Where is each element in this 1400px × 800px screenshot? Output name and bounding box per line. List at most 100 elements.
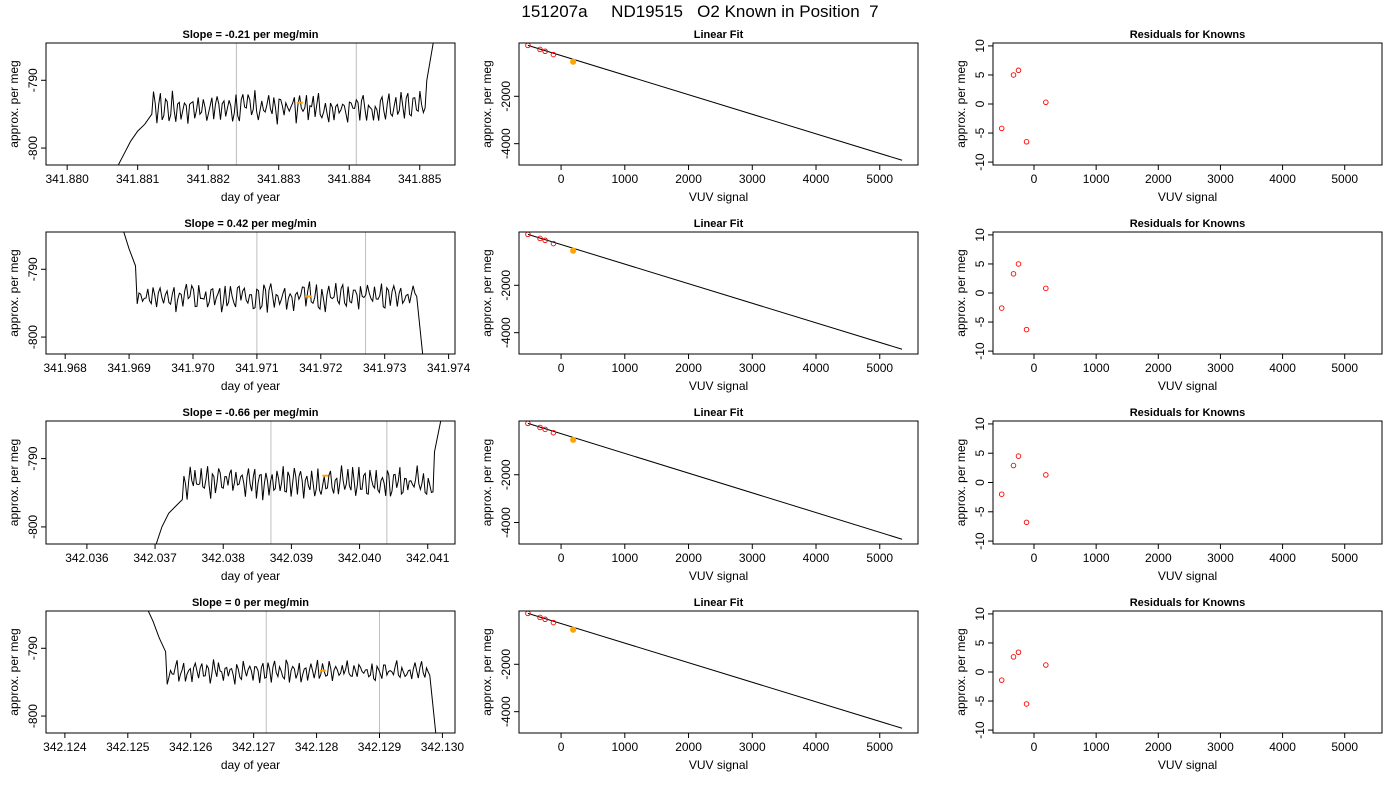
plot-frame: [45, 420, 456, 545]
x-tick-label: 0: [1031, 172, 1038, 186]
y-tick-label: 10: [973, 607, 987, 621]
signal-trace: [147, 611, 437, 733]
plot-frame: [992, 42, 1383, 166]
x-tick-label: 3000: [739, 172, 766, 186]
x-axis-label: VUV signal: [1158, 569, 1217, 583]
known-point: [542, 237, 548, 244]
x-axis-label: VUV signal: [1158, 190, 1217, 204]
plot-frame: [992, 231, 1383, 355]
x-tick-label: 341.885: [398, 172, 442, 186]
x-tick-label: 5000: [866, 172, 893, 186]
x-tick-label: 2000: [675, 551, 702, 565]
x-tick-label: 0: [558, 740, 565, 754]
y-tick-label: 5: [973, 639, 987, 646]
plot-frame: [45, 42, 456, 166]
known-point: [550, 51, 557, 58]
y-tick-label: -790: [26, 446, 40, 470]
x-tick-label: 5000: [866, 740, 893, 754]
plot-area: [525, 232, 903, 350]
residual-point: [1043, 99, 1049, 106]
y-axis-label: approx. per meg: [7, 439, 21, 526]
signal-trace: [117, 43, 434, 165]
y-tick-label: 0: [973, 100, 987, 107]
x-tick-label: 342.038: [202, 551, 246, 565]
residual-point: [1010, 72, 1017, 78]
plot-frame: [518, 420, 919, 545]
residual-point: [1015, 67, 1022, 74]
x-tick-label: 342.129: [358, 740, 402, 754]
panel-time-series-row-3: Slope = -0.66 per meg/min 342.036 342.037 3…: [7, 407, 456, 583]
plot-area: [123, 232, 424, 354]
plot-frame: [518, 610, 919, 734]
x-tick-label: 3000: [739, 361, 766, 375]
plot-frame: [45, 610, 456, 734]
x-axis-label: day of year: [221, 758, 280, 772]
known-point: [542, 48, 548, 55]
x-tick-label: 0: [558, 172, 565, 186]
y-tick-label: -10: [973, 532, 987, 550]
x-tick-label: 2000: [1145, 172, 1172, 186]
known-point: [550, 429, 557, 436]
x-tick-label: 342.127: [232, 740, 276, 754]
x-axis-label: VUV signal: [689, 569, 748, 583]
x-tick-label: 341.972: [299, 361, 343, 375]
residual-point: [1010, 462, 1017, 469]
signal-trace: [123, 232, 424, 354]
panel-title: Linear Fit: [694, 597, 744, 609]
panel-title: Slope = -0.66 per meg/min: [182, 407, 318, 419]
x-tick-label: 342.124: [43, 740, 87, 754]
fit-line: [527, 422, 903, 540]
x-tick-label: 4000: [803, 361, 830, 375]
x-axis-label: VUV signal: [689, 758, 748, 772]
y-tick-label: -4000: [499, 128, 513, 159]
x-tick-label: 2000: [1145, 361, 1172, 375]
x-tick-label: 4000: [1269, 172, 1296, 186]
x-tick-label: 0: [1031, 551, 1038, 565]
residual-point: [1015, 649, 1022, 655]
x-tick-label: 3000: [739, 740, 766, 754]
x-tick-label: 3000: [1207, 361, 1234, 375]
x-tick-label: 341.971: [235, 361, 279, 375]
x-tick-label: 0: [1031, 361, 1038, 375]
plot-area: [998, 261, 1049, 333]
y-tick-label: -2000: [499, 81, 513, 112]
x-tick-label: 2000: [675, 172, 702, 186]
x-tick-label: 341.882: [186, 172, 230, 186]
panel-title: Linear Fit: [694, 407, 744, 419]
x-tick-label: 1000: [1083, 740, 1110, 754]
x-tick-label: 341.884: [328, 172, 372, 186]
y-tick-label: -790: [26, 257, 40, 281]
x-tick-label: 1000: [1083, 551, 1110, 565]
panel-residuals-row-3: Residuals for Knowns 0 1000 2000 3000 4000 500…: [954, 407, 1383, 583]
panel-title: Slope = 0.42 per meg/min: [184, 218, 317, 230]
y-axis-label: approx. per meg: [480, 628, 494, 715]
x-tick-label: 1000: [611, 172, 638, 186]
x-axis-label: VUV signal: [689, 190, 748, 204]
y-tick-label: 0: [973, 479, 987, 486]
y-tick-label: 10: [973, 39, 987, 53]
x-tick-label: 342.037: [133, 551, 177, 565]
residual-point: [998, 491, 1005, 497]
residual-point: [1010, 271, 1017, 277]
x-axis-label: VUV signal: [1158, 758, 1217, 772]
x-tick-label: 4000: [803, 172, 830, 186]
x-axis-label: day of year: [221, 569, 280, 583]
panel-title: Slope = 0 per meg/min: [192, 597, 309, 609]
x-tick-label: 342.039: [270, 551, 314, 565]
panel-title: Residuals for Knowns: [1130, 29, 1246, 41]
y-tick-label: 0: [973, 668, 987, 675]
y-tick-label: -790: [26, 68, 40, 92]
y-tick-label: 10: [973, 417, 987, 431]
plot-area: [998, 649, 1049, 707]
x-tick-label: 341.974: [427, 361, 471, 375]
x-tick-label: 5000: [1331, 740, 1358, 754]
panel-residuals-row-4: Residuals for Knowns 0 1000 2000 3000 4000 500…: [954, 597, 1383, 772]
y-axis-label: approx. per meg: [480, 439, 494, 526]
known-point: [537, 235, 543, 242]
y-axis-label: approx. per meg: [954, 60, 968, 147]
x-tick-label: 3000: [739, 551, 766, 565]
y-tick-label: -5: [973, 127, 987, 138]
known-point: [550, 240, 557, 247]
y-tick-label: -5: [973, 695, 987, 706]
x-tick-label: 1000: [1083, 172, 1110, 186]
